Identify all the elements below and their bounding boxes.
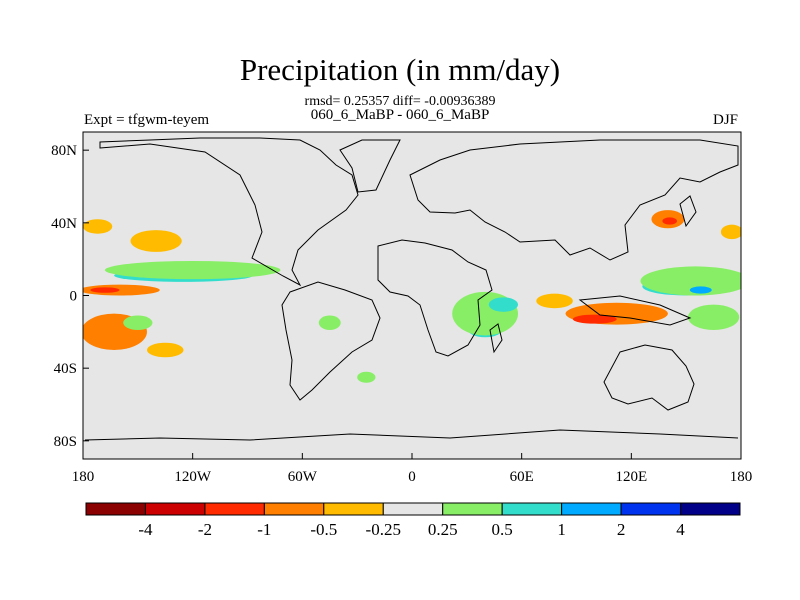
colorbar-label: 0.5 [492,520,513,539]
region-south-atlantic-green [357,371,376,383]
precip-regions [83,210,741,383]
region-equatorial-pacific-orange [83,284,160,296]
region-west-pacific-green [640,266,741,296]
chart-title: Precipitation (in mm/day) [239,52,561,87]
coast-antarctica [84,429,739,441]
colorbar: -4 -2 -1 -0.5 -0.25 0.25 0.5 1 2 4 [85,502,741,539]
map-background [83,132,741,459]
x-tick-label: 120W [174,469,212,485]
y-axis: 80N 40N 0 40S 80S [51,143,89,450]
region-equatorial-pacific-red [90,287,120,293]
x-axis: 180 120W 60W 0 60E 120E 180 [72,453,753,485]
region-kuroshio-red [662,217,678,225]
y-tick-label: 0 [70,289,78,305]
coast-africa [377,239,493,357]
coast-indonesia [578,295,692,326]
region-north-pacific-midlat [130,230,182,252]
x-tick-label: 120E [615,469,647,485]
coast-north-america [99,137,359,287]
experiment-label: Expt = tfgwm-teyem [84,112,210,128]
colorbar-label: 0.25 [428,520,458,539]
coast-australia [603,344,695,411]
region-south-pacific-convergence-green [687,304,740,331]
region-south-america-green [318,315,341,331]
colorbar-swatch [204,502,265,516]
season-label: DJF [712,112,738,128]
region-north-pacific-west [83,219,113,234]
coast-south-america [281,281,381,401]
coast-eurasia [409,139,739,261]
y-tick-label: 80N [51,143,77,159]
colorbar-swatch [680,502,741,516]
x-tick-label: 180 [72,469,95,485]
colorbar-label: -0.25 [366,520,401,539]
colorbar-swatch [382,502,444,516]
colorbar-label: -4 [138,520,153,539]
coast-madagascar [489,323,503,354]
chart-cases: 060_6_MaBP - 060_6_MaBP [310,107,490,123]
colorbar-swatch [323,502,384,516]
chart-stats: rmsd= 0.25357 diff= -0.00936389 [304,94,496,109]
colorbar-label: 2 [617,520,626,539]
colorbar-swatch [561,502,622,516]
x-tick-label: 180 [730,469,753,485]
x-tick-label: 0 [408,469,416,485]
colorbar-swatch [85,502,146,516]
y-tick-label: 40S [54,361,77,377]
coastlines [84,137,739,441]
region-north-pacific-green-band [104,260,281,280]
colorbar-swatch [144,502,206,516]
colorbar-label: -2 [198,520,212,539]
region-indian-ocean-cyan [488,297,519,312]
colorbar-swatch [501,502,563,516]
coast-japan [679,195,697,228]
colorbar-swatch [442,502,503,516]
colorbar-label: -1 [257,520,271,539]
region-maritime-continent-red [572,314,617,324]
coast-greenland [339,139,401,193]
region-south-pacific-yellow [146,342,184,358]
colorbar-swatch [620,502,682,516]
y-tick-label: 40N [51,216,77,232]
region-west-pacific-blue [689,286,712,294]
x-tick-label: 60W [288,469,318,485]
region-south-pacific-green [123,315,153,331]
x-tick-label: 60E [510,469,534,485]
colorbar-swatch [263,502,325,516]
colorbar-label: -0.5 [310,520,337,539]
region-indian-ocean-orange [536,293,573,309]
map-area [83,132,741,459]
y-tick-label: 80S [54,434,77,450]
colorbar-label: 4 [676,520,685,539]
colorbar-label: 1 [557,520,566,539]
region-north-pacific-east-yellow [720,224,741,240]
